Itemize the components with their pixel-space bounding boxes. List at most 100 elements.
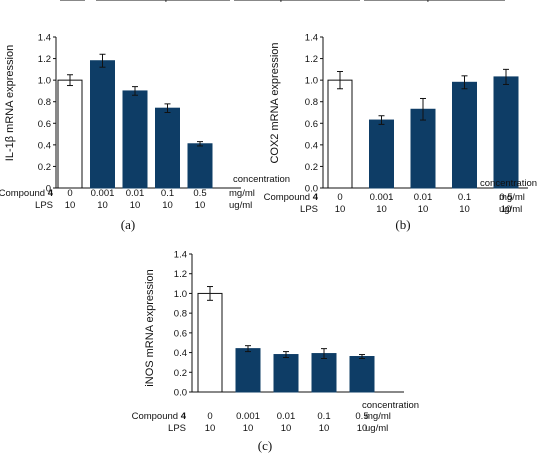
- row-unit: ug/ml: [229, 200, 252, 211]
- y-tick-label: 0.2: [174, 368, 187, 379]
- row-value: 0.001: [236, 411, 260, 422]
- row-value: 0.5: [355, 411, 368, 422]
- row-value: 0.01: [277, 411, 296, 422]
- row-name-text: Compound: [0, 188, 48, 199]
- row-value: 0.5: [499, 192, 512, 203]
- y-tick-label: 0.8: [38, 97, 51, 108]
- row-value: 0.1: [458, 192, 471, 203]
- row-value: 10: [319, 423, 330, 434]
- y-tick-label: 1.2: [38, 54, 51, 65]
- row-value: 0.01: [414, 192, 433, 203]
- bar: [327, 79, 353, 189]
- y-tick-label: 0.0: [305, 184, 318, 195]
- control-label: LPS: [200, 0, 218, 3]
- bar: [311, 353, 337, 393]
- y-tick-label: 1.2: [305, 54, 318, 65]
- y-tick-label: 1.4: [305, 33, 318, 44]
- row-name-number: 4: [313, 192, 319, 203]
- y-tick-label: 1.2: [174, 269, 187, 280]
- group-label-text: Compound: [260, 0, 309, 3]
- group-label-number: 4: [309, 0, 315, 3]
- bar: [235, 348, 261, 393]
- y-tick-label: 1.4: [38, 33, 51, 44]
- row-value: 10: [65, 200, 76, 211]
- bar: [452, 81, 477, 189]
- bar: [155, 107, 180, 189]
- row-value: 0.01: [126, 188, 145, 199]
- row-name-compound: Compound 4: [0, 188, 54, 199]
- y-axis-label: COX2 mRNA expression: [269, 42, 281, 163]
- y-tick-label: 1.0: [174, 289, 187, 300]
- row-value: 10: [162, 200, 173, 211]
- y-tick-label: 0.2: [305, 162, 318, 173]
- group-label-number: 4: [194, 0, 200, 3]
- row-name-compound: Compound 4: [264, 192, 319, 203]
- group-label-text: Compound: [407, 0, 456, 3]
- y-tick-label: 0.0: [174, 388, 187, 399]
- row-value: 0.1: [161, 188, 174, 199]
- bar: [90, 60, 115, 189]
- row-value: 10: [459, 204, 470, 215]
- group-label-number: 4: [456, 0, 462, 3]
- row-name-lps: LPS: [35, 200, 53, 211]
- bar: [273, 354, 299, 393]
- row-unit: ug/ml: [365, 423, 388, 434]
- row-name-number: 4: [48, 188, 54, 199]
- y-tick-label: 1.4: [174, 250, 187, 261]
- row-name-text: Compound: [264, 192, 313, 203]
- group-label: Compound 4: [260, 0, 315, 3]
- group-label: Compound 4: [145, 0, 200, 3]
- y-axis-label: IL-1β mRNA expression: [4, 45, 16, 161]
- row-value: 10: [97, 200, 108, 211]
- bar: [187, 143, 213, 189]
- row-name-text: Compound: [132, 411, 181, 422]
- panel-caption: (b): [395, 217, 410, 232]
- row-value: 0: [67, 188, 72, 199]
- row-unit: mg/ml: [365, 411, 391, 422]
- y-tick-label: 0: [46, 184, 51, 195]
- row-value: 10: [335, 204, 346, 215]
- y-tick-label: 0.2: [38, 162, 51, 173]
- concentration-label: concentration: [362, 400, 419, 411]
- row-value: 0: [337, 192, 342, 203]
- row-value: 10: [376, 204, 387, 215]
- row-unit: mg/ml: [229, 188, 255, 199]
- row-value: 0.5: [193, 188, 206, 199]
- y-tick-label: 0.8: [305, 97, 318, 108]
- y-tick-label: 0.6: [38, 119, 51, 130]
- bar: [410, 108, 436, 189]
- group-label: Compound 4: [407, 0, 462, 3]
- bar: [122, 90, 148, 189]
- row-value: 0: [207, 411, 212, 422]
- y-tick-label: 0.8: [174, 309, 187, 320]
- row-value: 10: [243, 423, 254, 434]
- concentration-label: concentration: [480, 178, 537, 189]
- row-value: 10: [281, 423, 292, 434]
- y-tick-label: 1.0: [305, 76, 318, 87]
- row-unit: ug/ml: [499, 204, 522, 215]
- bar: [197, 292, 223, 393]
- control-label: LPS: [331, 0, 349, 3]
- row-value: 10: [418, 204, 429, 215]
- row-value: 10: [501, 204, 512, 215]
- bar: [369, 119, 394, 189]
- row-value: 10: [205, 423, 216, 434]
- row-value: 0.001: [91, 188, 115, 199]
- control-label: LPS: [64, 0, 82, 3]
- row-unit: mg/ml: [499, 192, 525, 203]
- row-name-compound: Compound 4: [132, 411, 187, 422]
- row-value: 10: [130, 200, 141, 211]
- panel-caption: (c): [258, 438, 272, 453]
- row-name-lps: LPS: [168, 423, 186, 434]
- y-tick-label: 0.4: [305, 140, 318, 151]
- y-axis-label: iNOS mRNA expression: [144, 269, 156, 386]
- group-label-text: Compound: [145, 0, 194, 3]
- row-name-lps: LPS: [300, 204, 318, 215]
- y-tick-label: 0.6: [174, 328, 187, 339]
- row-value: 0.001: [370, 192, 394, 203]
- row-value: 0.1: [317, 411, 330, 422]
- y-tick-label: 0.4: [38, 140, 51, 151]
- row-name-number: 4: [181, 411, 187, 422]
- panel-caption: (a): [121, 217, 135, 232]
